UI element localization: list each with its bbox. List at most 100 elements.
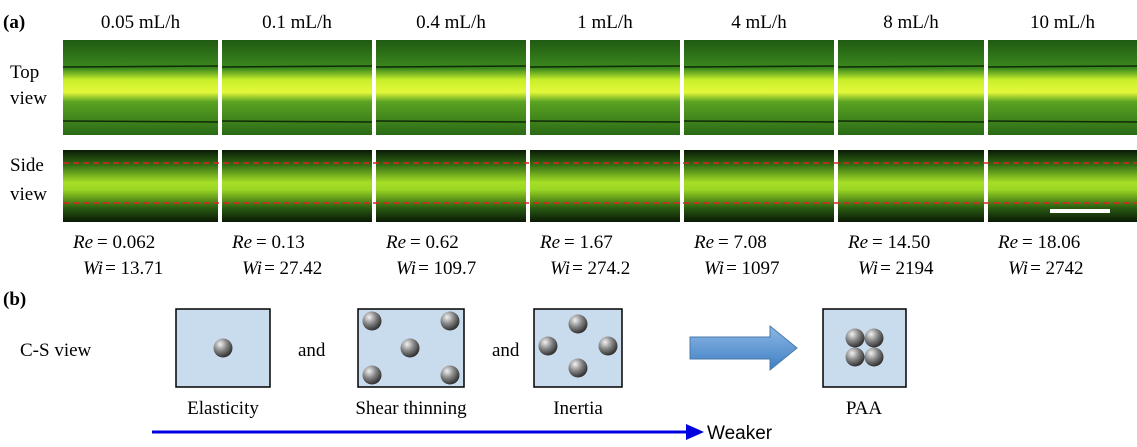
particle xyxy=(539,337,558,356)
re-value: Re= 7.08 xyxy=(693,232,767,253)
wi-value: Wi= 274.2 xyxy=(550,258,630,279)
channel-wall xyxy=(530,66,680,67)
particle xyxy=(214,339,233,358)
wi-value: Wi= 2194 xyxy=(858,258,934,279)
particle xyxy=(846,348,865,367)
caption: Inertia xyxy=(553,398,603,419)
channel-wall xyxy=(63,121,218,122)
wi-number: = 13.71 xyxy=(105,258,163,279)
flow-rate: 0.05 mL/h xyxy=(101,12,181,33)
particle xyxy=(865,329,884,348)
block-arrow xyxy=(690,326,797,370)
channel-wall xyxy=(376,66,526,67)
flow-rate: 10 mL/h xyxy=(1030,12,1095,33)
caption: PAA xyxy=(846,398,883,419)
panel-label: (b) xyxy=(3,289,26,310)
wi-value: Wi= 1097 xyxy=(704,258,780,279)
channel-wall xyxy=(838,121,984,122)
caption: Elasticity xyxy=(187,398,259,419)
flow-rate: 8 mL/h xyxy=(883,12,939,33)
wi-value: Wi= 2742 xyxy=(1008,258,1084,279)
particle xyxy=(846,329,865,348)
arrow-label: Weaker xyxy=(707,423,773,442)
channel-wall xyxy=(838,66,984,67)
row-label: view xyxy=(10,184,47,205)
panel-b: (b) C-S view and and Elasticity Shear thinnin… xyxy=(3,289,906,442)
channel-wall xyxy=(530,121,680,122)
caption: Shear thinning xyxy=(355,398,467,419)
re-value: Re= 14.50 xyxy=(847,232,930,253)
channel-wall xyxy=(684,121,834,122)
wi-number: = 27.42 xyxy=(264,258,322,279)
wi-symbol: Wi xyxy=(550,258,570,279)
re-symbol: Re xyxy=(539,232,560,253)
re-number: = 7.08 xyxy=(718,232,767,253)
row-label: view xyxy=(10,88,47,109)
wi-symbol: Wi xyxy=(858,258,878,279)
wi-symbol: Wi xyxy=(704,258,724,279)
side-view-image xyxy=(63,150,218,222)
side-view-image xyxy=(838,150,984,222)
wi-number: = 2742 xyxy=(1030,258,1083,279)
wi-number: = 109.7 xyxy=(418,258,476,279)
re-value: Re= 0.13 xyxy=(231,232,305,253)
wi-value: Wi= 13.71 xyxy=(83,258,163,279)
side-view-image xyxy=(376,150,526,222)
particle xyxy=(441,312,460,331)
panel-label: (a) xyxy=(3,12,25,33)
wi-number: = 2194 xyxy=(880,258,934,279)
row-label: C-S view xyxy=(20,340,92,361)
wi-symbol: Wi xyxy=(396,258,416,279)
re-symbol: Re xyxy=(72,232,93,253)
row-label: Side xyxy=(10,155,44,176)
channel-wall xyxy=(376,121,526,122)
side-view-image xyxy=(684,150,834,222)
channel-wall xyxy=(63,66,218,67)
row-label: Top xyxy=(10,62,39,83)
re-value: Re= 0.62 xyxy=(385,232,459,253)
particle xyxy=(569,315,588,334)
wi-symbol: Wi xyxy=(242,258,262,279)
re-value: Re= 1.67 xyxy=(539,232,613,253)
side-view-image xyxy=(530,150,680,222)
flow-rate: 1 mL/h xyxy=(577,12,633,33)
wi-symbol: Wi xyxy=(1008,258,1028,279)
re-symbol: Re xyxy=(231,232,252,253)
channel-wall xyxy=(222,121,372,122)
re-symbol: Re xyxy=(693,232,714,253)
re-number: = 0.062 xyxy=(97,232,155,253)
particle xyxy=(865,348,884,367)
re-symbol: Re xyxy=(847,232,868,253)
figure: (a)TopviewSideview0.05 mL/hRe= 0.062Wi= … xyxy=(0,0,1137,442)
particle xyxy=(363,312,382,331)
channel-wall xyxy=(988,66,1137,67)
re-number: = 0.62 xyxy=(410,232,459,253)
wi-symbol: Wi xyxy=(83,258,103,279)
box xyxy=(823,309,906,387)
flow-rate: 4 mL/h xyxy=(731,12,787,33)
re-value: Re= 18.06 xyxy=(997,232,1080,253)
channel-wall xyxy=(988,121,1137,122)
wi-number: = 1097 xyxy=(726,258,779,279)
re-value: Re= 0.062 xyxy=(72,232,155,253)
re-number: = 14.50 xyxy=(872,232,930,253)
flow-rate: 0.1 mL/h xyxy=(262,12,332,33)
re-number: = 18.06 xyxy=(1022,232,1080,253)
re-number: = 1.67 xyxy=(564,232,613,253)
particle xyxy=(401,339,420,358)
particle xyxy=(599,337,618,356)
re-number: = 0.13 xyxy=(256,232,305,253)
channel-wall xyxy=(684,66,834,67)
particle xyxy=(363,366,382,385)
connector: and xyxy=(492,340,520,361)
channel-wall xyxy=(222,66,372,67)
re-symbol: Re xyxy=(997,232,1018,253)
flow-rate: 0.4 mL/h xyxy=(416,12,486,33)
side-view-image xyxy=(222,150,372,222)
connector: and xyxy=(298,340,326,361)
arrow-head xyxy=(686,424,704,440)
wi-value: Wi= 109.7 xyxy=(396,258,476,279)
wi-number: = 274.2 xyxy=(572,258,630,279)
particle xyxy=(441,366,460,385)
